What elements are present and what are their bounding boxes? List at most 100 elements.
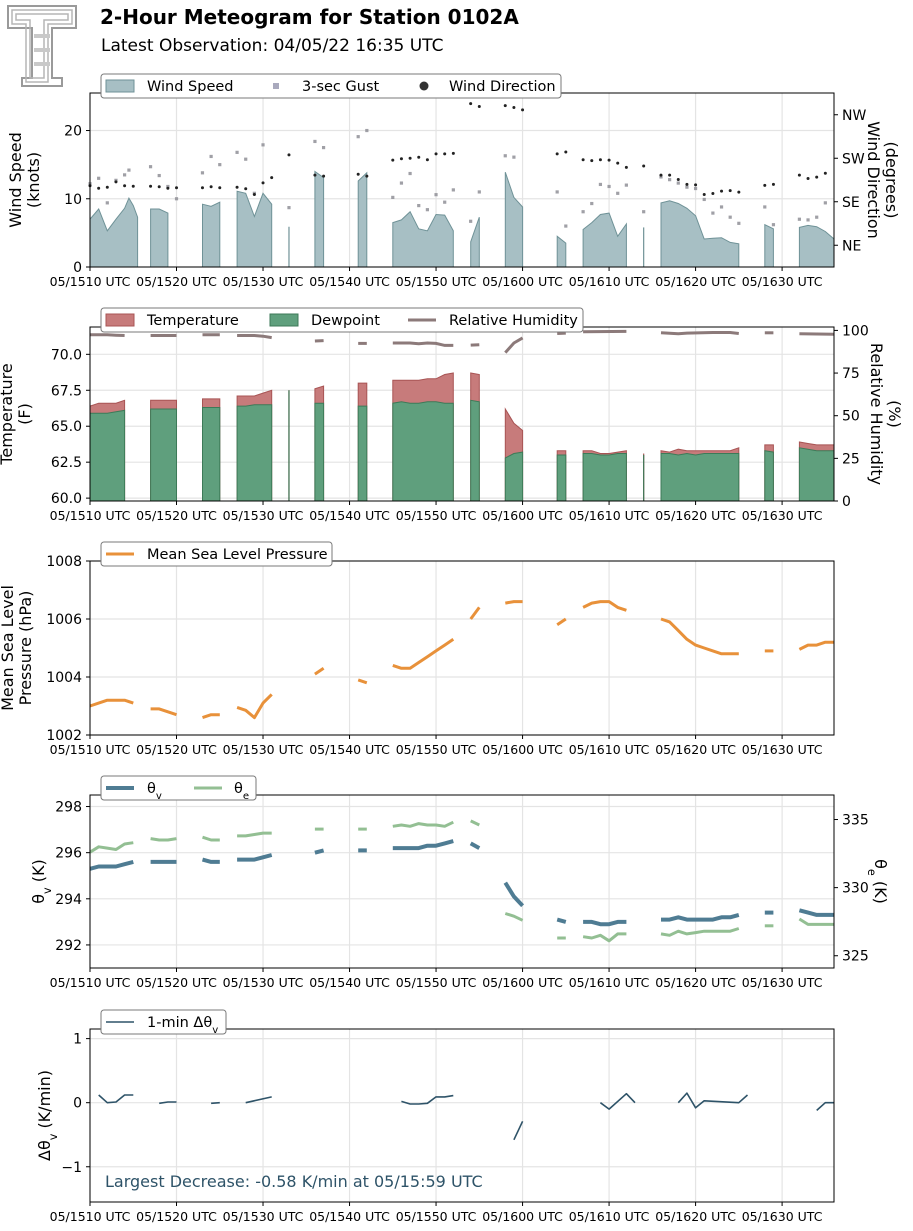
dewpoint-area (392, 401, 454, 502)
x-tick-label: 05/1630 UTC (742, 742, 823, 757)
mslp-line (660, 617, 739, 656)
mslp-line (236, 693, 273, 720)
gust-point (235, 150, 239, 154)
y-tick-label: 298 (55, 800, 82, 816)
latest-observation: Latest Observation: 04/05/22 16:35 UTC (101, 36, 444, 56)
wind-direction-point (806, 177, 810, 181)
wind-direction-point (209, 185, 213, 189)
theta-e-line (392, 820, 454, 828)
wind-direction-point (114, 180, 118, 184)
wind-direction-point (244, 187, 248, 191)
wind-direction-point (694, 183, 698, 187)
y-axis-label: Wind Speed (6, 132, 25, 227)
legend-label-mslp: Mean Sea Level Pressure (147, 547, 328, 563)
wind-direction-point (356, 172, 360, 176)
mslp-line (314, 667, 325, 676)
dewpoint-area (582, 453, 627, 502)
relative-humidity-line (504, 336, 524, 354)
y2-tick-label: 0 (842, 494, 851, 510)
theta-e-line (237, 831, 272, 838)
legend-label-direction: Wind Direction (449, 79, 556, 95)
dewpoint-area (504, 451, 524, 502)
panel-pressure: 05/1510 UTC 05/1520 UTC 05/1530 UTC 05/1540… (0, 541, 835, 757)
relative-humidity-line (392, 341, 454, 347)
gust-point (469, 219, 473, 223)
wind-direction-point (797, 173, 801, 177)
wind-direction-point (313, 173, 317, 177)
gust-point (200, 171, 205, 175)
gust-point (685, 185, 689, 189)
panel-theta: 05/1510 UTC 05/1520 UTC 05/1530 UTC 05/1540… (29, 775, 890, 990)
gust-point (659, 175, 663, 179)
wind-direction-point (97, 186, 101, 190)
y-tick-label: 294 (55, 892, 82, 908)
gust-point (123, 173, 127, 177)
wind-speed-area (798, 224, 835, 268)
theta-e-line (798, 917, 834, 926)
y-tick-label: 1008 (46, 554, 82, 570)
wind-speed-area (236, 190, 273, 268)
y-tick-label: 70.0 (51, 347, 82, 363)
dewpoint-area (236, 404, 273, 502)
theta-legend (100, 775, 257, 801)
wind-direction-point (564, 150, 568, 154)
x-tick-label: 05/1530 UTC (223, 1209, 304, 1224)
x-tick-label: 05/1550 UTC (396, 508, 477, 523)
dewpoint-area (556, 454, 567, 502)
gust-point (451, 188, 455, 192)
gust-point (642, 210, 646, 214)
dtheta-line (211, 1101, 220, 1105)
x-tick-label: 05/1520 UTC (136, 508, 217, 523)
wind-direction-point (555, 152, 559, 156)
gust-point (443, 200, 447, 204)
dtheta-line (401, 1094, 454, 1105)
wind-direction-point (166, 186, 170, 190)
gust-point (244, 157, 248, 161)
gust-point (97, 176, 101, 180)
gust-point (676, 181, 680, 185)
dtheta-line (599, 1092, 636, 1110)
theta-e-line (202, 835, 220, 842)
y-tick-label: 0 (73, 1096, 82, 1112)
dewpoint-area (89, 409, 126, 502)
gust-point (624, 183, 628, 187)
mslp-line (89, 698, 134, 708)
gust-point (771, 223, 776, 227)
dewpoint-area (314, 402, 325, 502)
theta-v-line (89, 859, 134, 871)
y-tick-label: 1 (73, 1032, 82, 1048)
wind-direction-point (408, 156, 412, 160)
y2-axis-label: Wind Direction (864, 121, 883, 239)
legend-swatch-wind-speed (105, 79, 135, 93)
wind-direction-point (218, 186, 222, 190)
x-tick-label: 05/1610 UTC (569, 742, 650, 757)
wind-direction-point (131, 184, 135, 188)
gust-point (391, 195, 395, 199)
x-tick-label: 05/1620 UTC (655, 508, 736, 523)
y-tick-label: 0 (73, 260, 82, 276)
theta-v-line (314, 848, 325, 855)
y-tick-label: 67.5 (51, 383, 82, 399)
gust-point (148, 165, 153, 169)
theta-v-line (798, 908, 834, 917)
x-tick-label: 05/1620 UTC (655, 742, 736, 757)
relative-humidity-line (237, 334, 272, 340)
gust-point (590, 201, 594, 206)
wind-speed-area (150, 208, 169, 268)
mslp-line (357, 678, 368, 685)
x-tick-label: 05/1600 UTC (482, 274, 563, 289)
wind-direction-point (737, 190, 741, 194)
y2-tick-label: 325 (842, 949, 869, 965)
gust-point (399, 181, 404, 185)
x-tick-label: 05/1610 UTC (569, 975, 650, 990)
theta-v-line (469, 841, 481, 850)
gust-point (114, 178, 118, 182)
y2-tick-label: 330 (842, 881, 869, 897)
legend-swatch-temperature (105, 313, 135, 327)
dtheta-line (513, 1120, 524, 1141)
x-tick-label: 05/1520 UTC (136, 975, 217, 990)
gust-point (503, 154, 507, 158)
y-tick-label: 65.0 (51, 419, 82, 435)
wind-legend (100, 73, 562, 99)
theta-v-line (583, 919, 627, 927)
